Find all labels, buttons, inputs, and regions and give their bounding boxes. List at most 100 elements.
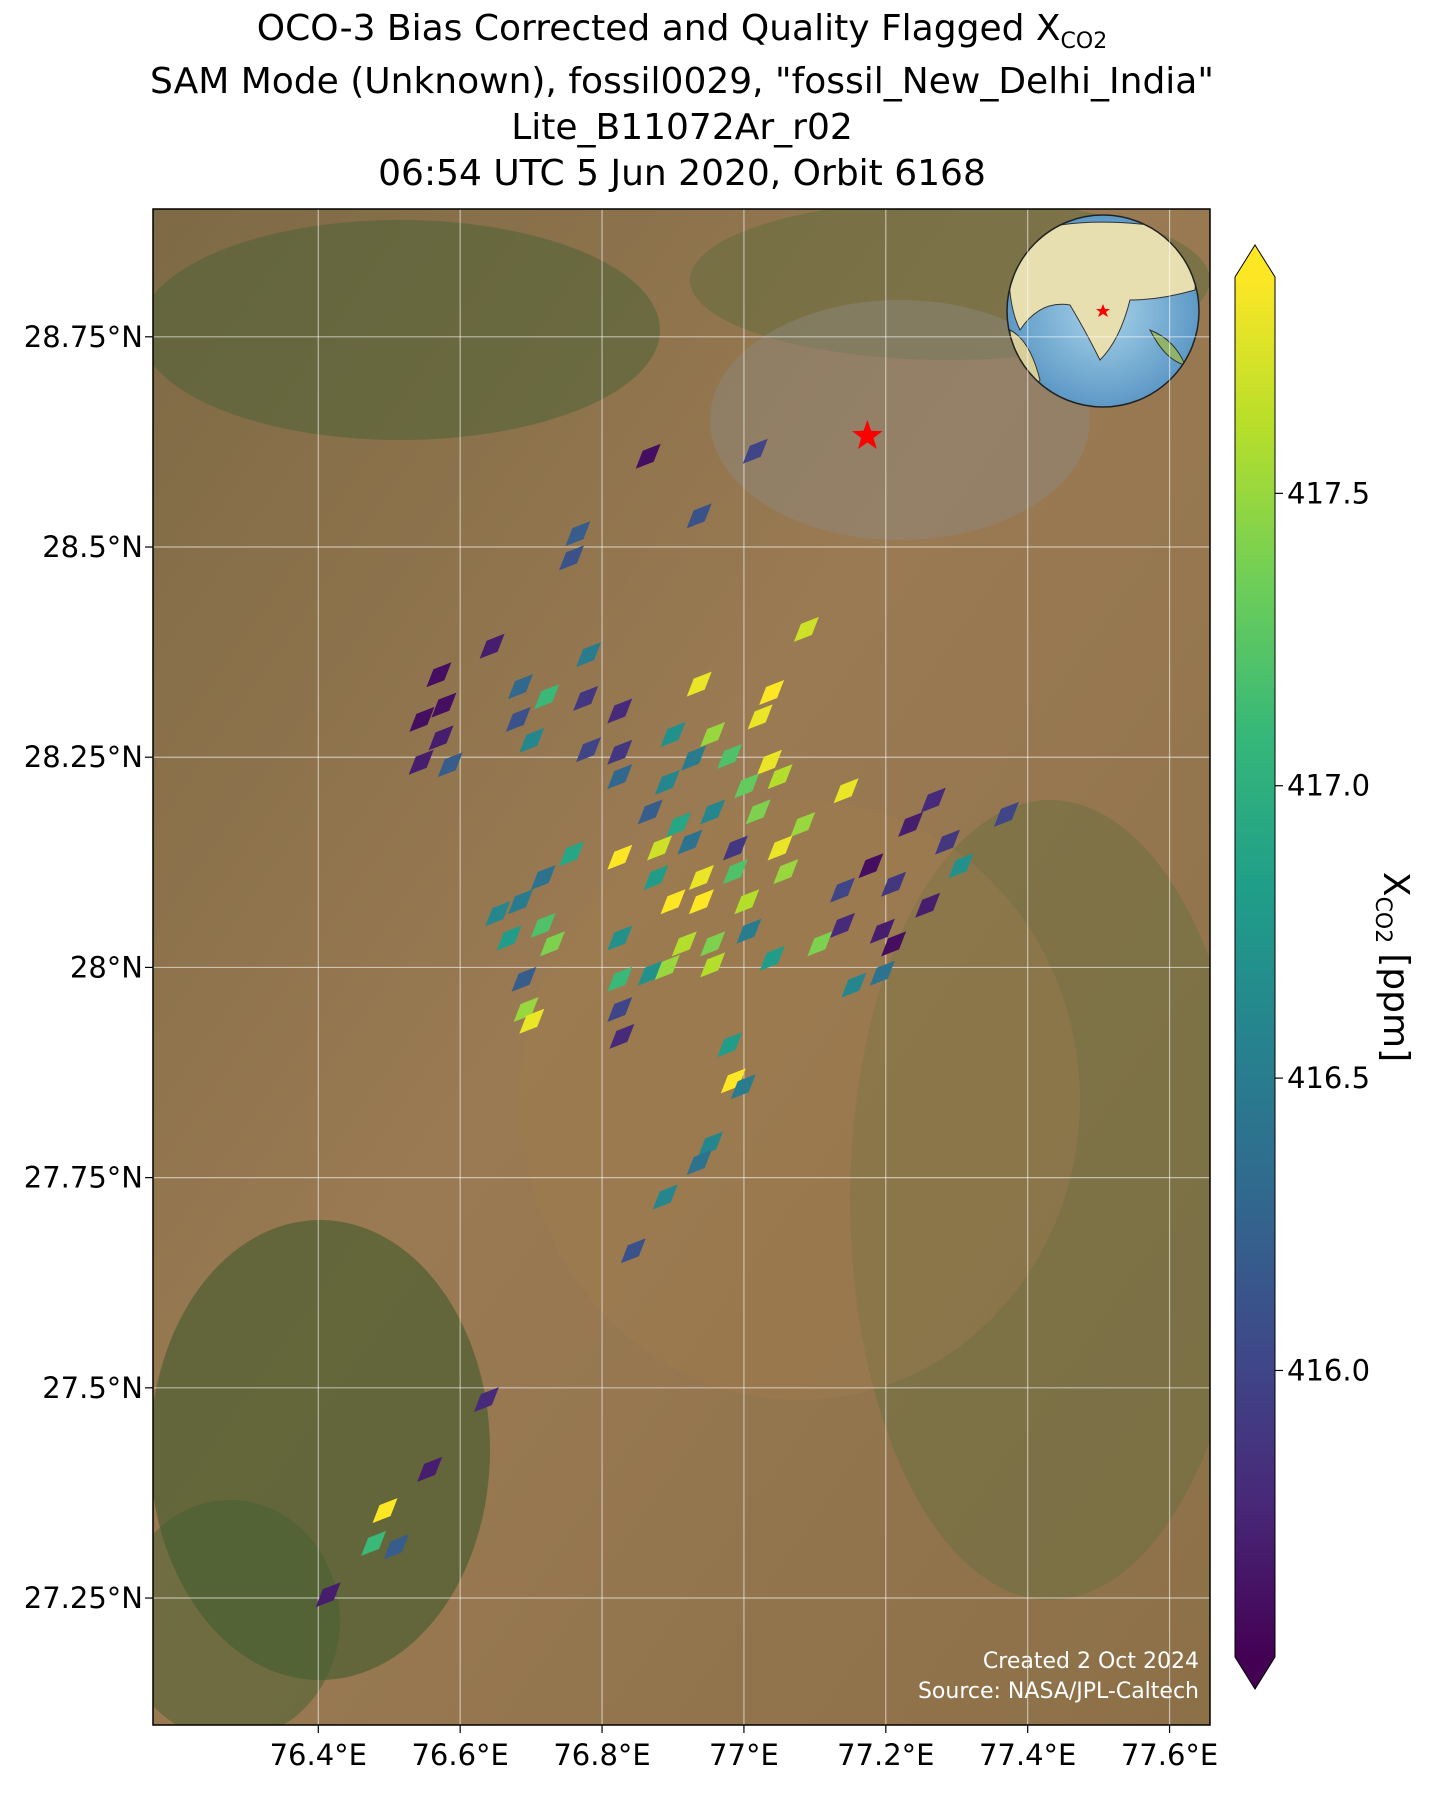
footprint	[759, 680, 785, 705]
footprint	[666, 812, 692, 837]
footprint	[372, 1498, 398, 1524]
footprint	[720, 1068, 746, 1094]
label-subscript: CO2	[1370, 897, 1395, 944]
y-tick-label: 28.5°N	[42, 530, 143, 564]
footprint	[417, 1456, 443, 1482]
colorbar-label: XCO2 [ppm]	[1370, 872, 1416, 1062]
footprint	[700, 722, 726, 747]
plot-layer	[153, 209, 1210, 1725]
footprint	[513, 997, 539, 1022]
x-tick-label: 77°E	[709, 1738, 779, 1772]
footprint	[539, 931, 565, 957]
footprint	[496, 925, 522, 951]
footprint	[637, 799, 663, 825]
footprint	[677, 829, 703, 855]
footprint	[607, 997, 633, 1022]
x-tick-label: 76.8°E	[553, 1738, 650, 1772]
colorbar-tick-label: 417.5	[1287, 476, 1370, 510]
chart-title: OCO-3 Bias Corrected and Quality Flagged…	[257, 8, 1107, 54]
footprint	[534, 684, 560, 710]
footprint	[519, 727, 545, 753]
footprint	[722, 835, 748, 861]
footprint	[767, 835, 793, 861]
target-star	[852, 420, 883, 449]
footprint	[559, 545, 584, 571]
footprint	[431, 692, 457, 718]
footprint	[688, 889, 714, 915]
footprint	[530, 865, 556, 890]
footprint	[869, 960, 895, 986]
footprint	[736, 918, 762, 944]
footprint	[671, 931, 697, 957]
footprint	[609, 1023, 635, 1049]
footprint	[576, 737, 602, 763]
footprint	[830, 877, 855, 903]
credit: Source: NASA/JPL-Caltech	[918, 1679, 1199, 1704]
footprint	[881, 871, 907, 897]
chart-subtitle: Lite_B11072Ar_r02	[511, 107, 853, 148]
footprint	[607, 764, 633, 790]
y-tick-label: 28°N	[70, 950, 143, 984]
colorbar-tick-label: 416.5	[1287, 1061, 1370, 1095]
footprint	[759, 945, 785, 971]
footprint	[654, 954, 680, 980]
footprint	[920, 787, 946, 813]
footprint	[315, 1582, 341, 1608]
footprint	[790, 812, 816, 837]
footprint	[688, 865, 714, 890]
footprint	[479, 633, 505, 659]
footprint	[607, 966, 633, 992]
footprint	[793, 616, 819, 642]
footprint	[437, 752, 463, 778]
chart-subtitle: SAM Mode (Unknown), fossil0029, "fossil_…	[150, 61, 1214, 102]
footprint	[643, 865, 669, 890]
footprint	[681, 745, 707, 771]
inset-star	[1096, 304, 1110, 317]
credit: Created 2 Oct 2024	[983, 1649, 1199, 1674]
footprint	[565, 521, 591, 547]
footprint	[935, 829, 960, 855]
footprint	[858, 853, 884, 879]
footprint	[700, 799, 726, 825]
footprint	[559, 841, 584, 867]
colorbar-extend-max	[1235, 245, 1275, 277]
footprint	[915, 892, 941, 918]
label-text: X	[1375, 872, 1416, 897]
footprint	[734, 889, 760, 915]
x-tick-label: 76.6°E	[411, 1738, 508, 1772]
footprint	[508, 889, 533, 915]
footprint	[607, 739, 633, 765]
footprint	[734, 773, 760, 799]
footprint	[505, 706, 531, 732]
chart-subtitle: 06:54 UTC 5 Jun 2020, Orbit 6168	[378, 153, 986, 194]
footprint	[722, 859, 748, 885]
footprint	[607, 698, 633, 724]
footprint	[647, 835, 672, 861]
footprint	[686, 503, 712, 529]
x-tick-label: 77.2°E	[837, 1738, 934, 1772]
title-text: OCO-3 Bias Corrected and Quality Flagged…	[257, 8, 1061, 49]
x-tick-label: 76.4°E	[270, 1738, 367, 1772]
footprint	[742, 438, 768, 464]
footprint	[841, 972, 867, 998]
footprint	[881, 931, 907, 957]
footprint	[607, 844, 633, 870]
footprint	[408, 749, 434, 775]
footprint	[747, 704, 773, 730]
footprint	[511, 966, 537, 992]
footprint	[807, 931, 833, 957]
x-tick-label: 77.4°E	[979, 1738, 1076, 1772]
footprint	[730, 1074, 756, 1100]
footprint	[700, 952, 726, 978]
footprint	[652, 1184, 678, 1210]
footprint	[426, 662, 452, 688]
footprint	[830, 912, 855, 938]
footprint	[717, 743, 743, 769]
footprint	[409, 706, 435, 732]
basemap	[153, 209, 1210, 1725]
footprint	[869, 918, 895, 944]
footprint	[767, 764, 793, 790]
label-unit: [ppm]	[1375, 953, 1416, 1062]
